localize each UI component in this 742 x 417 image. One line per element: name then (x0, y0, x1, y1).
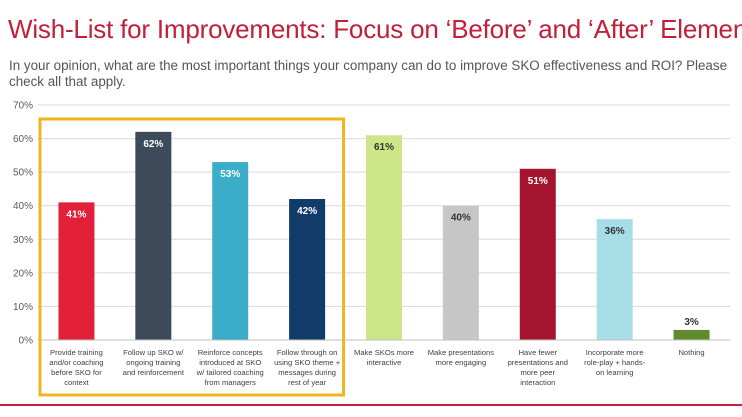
data-label: 53% (220, 169, 240, 180)
x-category-label-line: Follow up SKO w/ (123, 348, 184, 357)
bar (673, 329, 710, 340)
data-label: 42% (297, 206, 317, 217)
bar (212, 162, 249, 340)
y-tick-label: 60% (13, 134, 33, 145)
x-category-label-line: using SKO theme + (274, 358, 341, 367)
x-category-label-line: on learning (596, 368, 634, 377)
x-category-label-line: presentations and (508, 358, 568, 367)
x-category-label-line: messages during (278, 368, 336, 377)
data-label: 61% (374, 142, 394, 153)
x-category-label: Provide training and/or coaching before SK… (49, 348, 103, 387)
x-category-label: Reinforce concepts introduced at SKO w/ ta… (196, 348, 264, 387)
x-category-label-line: from managers (205, 378, 256, 387)
data-label: 62% (143, 139, 163, 150)
bar (519, 168, 556, 340)
x-category-label-line: ongoing training (126, 358, 180, 367)
x-category-label-line: introduced at SKO (199, 358, 261, 367)
x-category-label-line: Reinforce concepts (198, 348, 263, 357)
x-category-label-line: Make presentations (428, 348, 494, 357)
x-category-label-line: Have fewer (519, 348, 558, 357)
x-category-label: Incorporate more role-play + hands-on lea… (584, 348, 645, 377)
bar (289, 199, 326, 340)
x-category-label-line: Follow through on (277, 348, 337, 357)
x-category-label-line: and/or coaching (49, 358, 103, 367)
bar (596, 219, 633, 340)
x-category-label-line: context (64, 378, 89, 387)
x-category-label: Make presentations more engaging (428, 348, 494, 367)
x-category-label-line: more peer (520, 368, 555, 377)
y-tick-label: 30% (13, 235, 33, 246)
x-category-label: Follow up SKO w/ongoing training and rein… (123, 348, 185, 377)
bar (366, 135, 402, 340)
data-label: 36% (605, 226, 625, 237)
x-category-label: Nothing (678, 348, 704, 357)
data-label: 41% (66, 209, 86, 220)
data-label: 40% (451, 213, 471, 224)
x-category-label-line: role-play + hands- (584, 358, 645, 367)
x-category-label-line: w/ tailored coaching (196, 368, 264, 377)
y-tick-label: 40% (13, 201, 33, 212)
x-category-label: Make SKOs more interactive (354, 348, 414, 367)
bar (442, 205, 479, 340)
bar (135, 131, 172, 340)
y-tick-label: 20% (13, 268, 33, 279)
x-category-label-line: interaction (520, 378, 555, 387)
x-category-label-line: and reinforcement (123, 368, 185, 377)
y-tick-label: 70% (13, 101, 33, 112)
x-category-label-line: Nothing (678, 348, 704, 357)
y-tick-label: 0% (19, 336, 34, 347)
x-category-label: Follow through on using SKO theme + messag… (274, 348, 341, 387)
x-category-label-line: Make SKOs more (354, 348, 414, 357)
page-subtitle: In your opinion, what are the most impor… (9, 58, 728, 89)
x-category-label-line: more engaging (436, 358, 487, 367)
y-tick-label: 50% (13, 168, 33, 179)
y-tick-label: 10% (13, 302, 33, 313)
x-category-label-line: interactive (367, 358, 402, 367)
x-category-label-line: Provide training (50, 348, 103, 357)
x-category-label-line: rest of year (288, 378, 326, 387)
x-category-label-line: before SKO for (51, 368, 102, 377)
data-label: 3% (684, 317, 699, 328)
x-category-label: Have fewer presentations and more peer inte… (508, 348, 568, 387)
data-label: 51% (528, 176, 548, 187)
page-title: Wish-List for Improvements: Focus on ‘Be… (8, 14, 742, 44)
bar (58, 202, 95, 340)
bottom-divider (0, 404, 742, 406)
highlight-box (38, 117, 346, 397)
x-category-label-line: Incorporate more (586, 348, 644, 357)
